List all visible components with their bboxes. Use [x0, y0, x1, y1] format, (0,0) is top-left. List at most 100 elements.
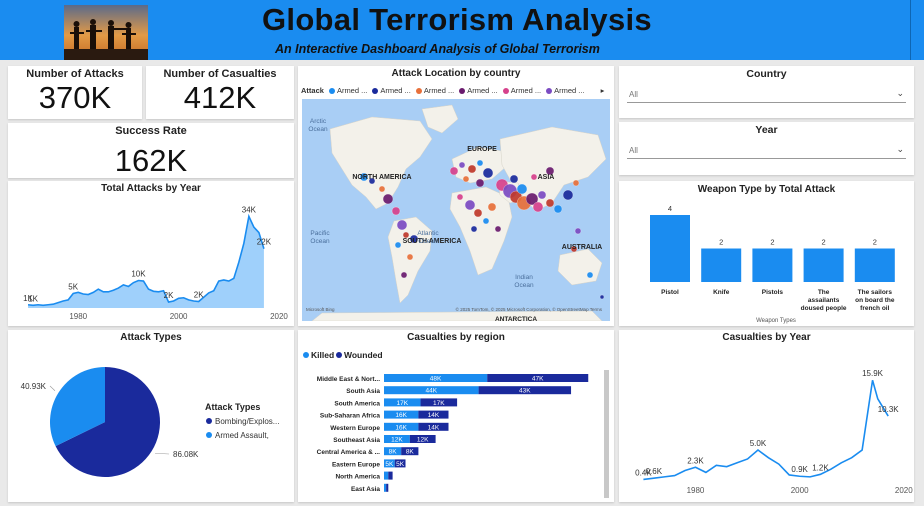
attack-bubble — [409, 234, 419, 244]
region-label: Western Europe — [330, 425, 380, 432]
region-bar — [386, 483, 389, 492]
header-scrollbar[interactable] — [910, 0, 924, 60]
casualties-by-region-card[interactable]: Casualties by region Killed Wounded Middle… — [298, 330, 614, 502]
region-bar — [384, 471, 389, 480]
map-label-atlantic-ocean: Ocean — [418, 238, 438, 245]
map-legend-label: Attack — [301, 86, 324, 95]
attack-bubble — [473, 208, 483, 218]
kpi-casualties-label: Number of Casualties — [163, 68, 277, 80]
map-label-pacific-ocean: Pacific — [310, 230, 330, 237]
region-label: Middle East & Nort... — [317, 376, 380, 383]
attack-bubble — [487, 202, 497, 212]
data-label: 34K — [242, 205, 257, 214]
attack-bubble — [572, 179, 580, 187]
weapon-category-label: Pistols — [762, 289, 784, 296]
x-tick-label: 1980 — [687, 486, 705, 495]
data-label: 1.2K — [812, 463, 829, 472]
region-bar — [384, 459, 395, 468]
map-label-asia: ASIA — [538, 174, 555, 181]
legend-swatch — [459, 88, 466, 95]
attack-bubble — [406, 253, 414, 261]
attack-map-card[interactable]: Attack Location by country Attack Armed .… — [298, 66, 614, 326]
map-legend-item[interactable]: Armed ... — [380, 86, 411, 95]
region-label: South America — [334, 400, 380, 407]
bar-value-label: 8K — [406, 449, 415, 456]
attack-bubble — [394, 241, 402, 249]
legend-swatch — [206, 432, 212, 438]
attack-types-card[interactable]: Attack Types 86.08K 40.93K Attack Types Bom… — [8, 330, 294, 502]
dashboard-subtitle: An Interactive Dashboard Analysis of Glo… — [275, 42, 600, 56]
x-tick-label: 2000 — [791, 486, 809, 495]
data-label: 10.3K — [878, 405, 900, 414]
year-slicer-card[interactable]: Year All ⌄ — [619, 122, 914, 175]
legend-next-arrow-icon[interactable]: ▸ — [600, 86, 605, 95]
legend-swatch — [415, 88, 422, 95]
weapon-type-card[interactable]: Weapon Type by Total Attack 4 Pistol 2 Knif… — [619, 181, 914, 326]
bar-value-label: 47K — [532, 376, 544, 383]
casualties-by-year-card[interactable]: Casualties by Year 0.4K 0.6K 2.3K 5.0K 0.9K 1… — [619, 330, 914, 502]
map-legend-item[interactable]: Armed ... — [467, 86, 498, 95]
map-legend-item[interactable]: Armed ... — [336, 86, 368, 95]
weapon-bar — [854, 248, 895, 282]
data-label: 0.6K — [646, 467, 663, 476]
bar-value-label: 2 — [719, 238, 723, 247]
region-bar — [478, 386, 572, 395]
region-bar — [420, 398, 458, 407]
map-label-south-america: SOUTH AMERICA — [403, 238, 462, 245]
world-map[interactable]: NORTH AMERICA SOUTH AMERICA EUROPE ASIA AUST… — [302, 99, 610, 321]
attack-bubble — [359, 172, 369, 182]
scrollbar-thumb — [604, 370, 609, 498]
attack-bubble — [574, 227, 582, 235]
attack-bubble — [368, 177, 376, 185]
region-bar — [394, 459, 406, 468]
year-dropdown[interactable]: All ⌄ — [627, 141, 906, 159]
pie-slice — [55, 367, 160, 477]
kpi-attacks-value: 370K — [38, 80, 112, 115]
weapon-type-title: Weapon Type by Total Attack — [697, 184, 836, 195]
map-label-pacific-ocean: Ocean — [310, 238, 330, 245]
weapon-category-label: Pistol — [661, 289, 679, 296]
country-slicer-card[interactable]: Country All ⌄ — [619, 66, 914, 118]
legend-swatch — [336, 352, 342, 358]
map-label-arctic-ocean: Arctic — [310, 118, 327, 125]
chevron-down-icon[interactable]: ⌄ — [896, 88, 904, 98]
attack-bubble — [475, 178, 485, 188]
kpi-attacks-card[interactable]: Number of Attacks 370K — [8, 66, 142, 119]
year-dropdown-value: All — [629, 146, 638, 155]
casualties-by-year-chart[interactable]: 0.4K0.6K 2.3K 5.0K 0.9K 1.2K 15.9K 10.3K 1980 20… — [619, 330, 914, 502]
attacks-by-year-card[interactable]: Total Attacks by Year 1K 1K 5K 10K 2K 2K 34K 22… — [8, 181, 294, 326]
map-legend-item[interactable]: Armed ... — [510, 86, 542, 95]
pie-leader-line — [49, 385, 56, 391]
x-axis-title: Weapon Types — [756, 318, 796, 324]
map-label-atlantic-ocean: Atlantic — [417, 230, 439, 237]
chevron-down-icon[interactable]: ⌄ — [896, 144, 904, 154]
casualties-by-year-title: Casualties by Year — [722, 332, 811, 343]
dashboard-title: Global Terrorism Analysis — [262, 2, 652, 37]
soldiers-silhouette-image — [64, 5, 148, 60]
data-label: 2K — [164, 291, 174, 300]
pie-leader-line — [155, 452, 170, 455]
weapon-type-chart[interactable]: 4 Pistol 2 Knife 2 Pistols 2 Theassailantsdouse… — [619, 181, 914, 326]
bar-value-label: 8K — [389, 449, 398, 456]
legend-swatch — [546, 88, 553, 95]
weapon-category-label: french oil — [860, 305, 889, 312]
region-bar — [384, 435, 410, 443]
map-legend-item[interactable]: Armed ... — [554, 86, 585, 95]
map-legend-item[interactable]: Armed ... — [423, 86, 455, 95]
map-label-australia: AUSTRALIA — [562, 244, 602, 251]
kpi-casualties-card[interactable]: Number of Casualties 412K — [146, 66, 294, 119]
weapon-category-label: The sailors — [858, 289, 893, 296]
attack-bubble — [378, 185, 386, 193]
bar-value-label: 12K — [391, 437, 403, 444]
header-banner: Global Terrorism Analysis An Interactive… — [0, 0, 924, 60]
attack-types-pie-chart[interactable]: 86.08K 40.93K Attack Types Bombing/Explos..… — [8, 330, 294, 502]
attack-bubble — [545, 166, 555, 176]
attack-bubble — [396, 219, 408, 231]
country-dropdown[interactable]: All ⌄ — [627, 85, 906, 103]
kpi-success-card[interactable]: Success Rate 162K — [8, 123, 294, 178]
region-bar — [384, 410, 419, 419]
bar-value-label: 14K — [428, 412, 440, 419]
casualties-by-region-chart[interactable]: Killed Wounded Middle East & Nort... 48K 47K… — [298, 330, 614, 502]
attack-bubble — [553, 204, 563, 214]
